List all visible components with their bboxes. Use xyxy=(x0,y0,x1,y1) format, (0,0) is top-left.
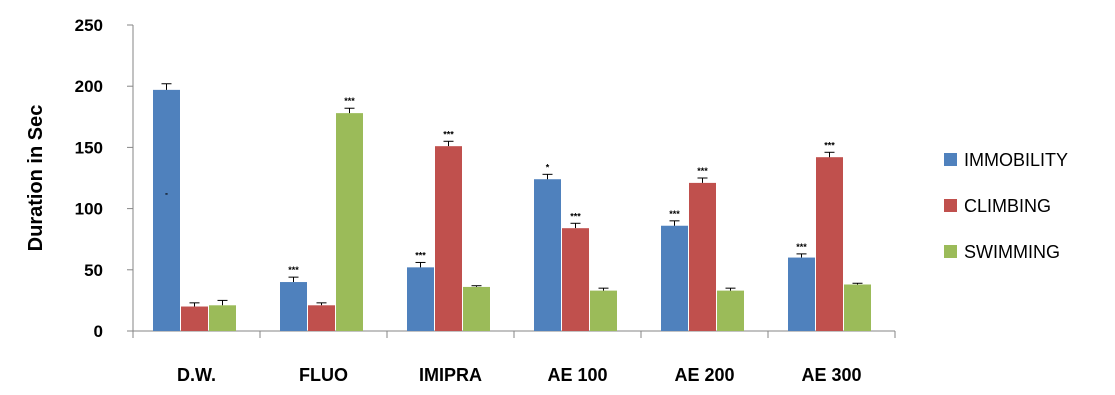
bar xyxy=(308,305,335,331)
bar xyxy=(534,179,561,331)
significance-label: *** xyxy=(669,209,680,219)
bar xyxy=(590,290,617,331)
bar xyxy=(689,182,716,331)
y-tick-label: 50 xyxy=(84,261,103,280)
legend: IMMOBILITY CLIMBING SWIMMING xyxy=(944,150,1068,262)
y-axis-label: Duration in Sec xyxy=(25,105,47,252)
y-axis: 0 50 100 150 200 250 xyxy=(75,16,134,341)
legend-swatch xyxy=(944,153,957,166)
y-tick-label: 100 xyxy=(75,200,103,219)
bar xyxy=(816,157,843,331)
bar xyxy=(661,225,688,331)
bar xyxy=(717,290,744,331)
bar xyxy=(788,257,815,331)
significance-label: *** xyxy=(697,166,708,176)
bar xyxy=(844,284,871,331)
legend-label: IMMOBILITY xyxy=(964,150,1068,170)
x-axis: D.W. FLUO IMIPRA AE 100 AE 200 AE 300 xyxy=(132,330,896,385)
x-category-label: AE 200 xyxy=(674,365,734,385)
significance-label: *** xyxy=(570,211,581,221)
significance-label: - xyxy=(165,188,168,198)
x-category-label: IMIPRA xyxy=(419,365,482,385)
bar xyxy=(181,306,208,331)
bar xyxy=(280,282,307,331)
legend-swatch xyxy=(944,245,957,258)
significance-label: *** xyxy=(443,129,454,139)
y-tick-label: 150 xyxy=(75,138,103,157)
x-category-label: FLUO xyxy=(299,365,348,385)
y-tick-label: 200 xyxy=(75,77,103,96)
significance-label: *** xyxy=(796,242,807,252)
bar xyxy=(435,146,462,331)
bar xyxy=(336,113,363,332)
legend-swatch xyxy=(944,199,957,212)
bar xyxy=(407,267,434,331)
bar xyxy=(562,228,589,331)
x-category-label: AE 300 xyxy=(801,365,861,385)
significance-label: *** xyxy=(288,265,299,275)
legend-label: SWIMMING xyxy=(964,242,1060,262)
bars-group: -**************** ************ xyxy=(153,83,871,332)
x-category-label: AE 100 xyxy=(547,365,607,385)
bar xyxy=(209,305,236,331)
y-tick-label: 0 xyxy=(94,322,103,341)
y-tick-label: 250 xyxy=(75,16,103,35)
bar xyxy=(463,286,490,331)
significance-label: *** xyxy=(344,96,355,106)
x-category-label: D.W. xyxy=(177,365,216,385)
significance-label: *** xyxy=(415,250,426,260)
significance-label: *** xyxy=(824,140,835,150)
significance-label: * xyxy=(546,162,550,172)
bar xyxy=(153,89,180,331)
legend-label: CLIMBING xyxy=(964,196,1051,216)
